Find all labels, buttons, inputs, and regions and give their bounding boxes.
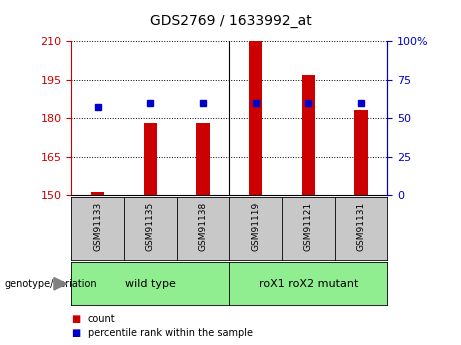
Bar [355,110,367,195]
Bar [91,193,104,195]
Text: GSM91131: GSM91131 [356,202,366,251]
Bar [196,123,210,195]
Bar [249,41,262,195]
Text: roX1 roX2 mutant: roX1 roX2 mutant [259,279,358,289]
Bar [144,123,157,195]
Text: GSM91138: GSM91138 [199,202,207,251]
Text: ■: ■ [71,328,81,338]
Text: GDS2769 / 1633992_at: GDS2769 / 1633992_at [150,14,311,28]
Bar [301,75,315,195]
Text: GSM91133: GSM91133 [93,202,102,251]
Text: GSM91119: GSM91119 [251,202,260,251]
Text: wild type: wild type [125,279,176,289]
Text: count: count [88,314,115,324]
Text: GSM91135: GSM91135 [146,202,155,251]
Text: ■: ■ [71,314,81,324]
Text: GSM91121: GSM91121 [304,202,313,251]
Text: percentile rank within the sample: percentile rank within the sample [88,328,253,338]
Text: genotype/variation: genotype/variation [5,279,97,289]
